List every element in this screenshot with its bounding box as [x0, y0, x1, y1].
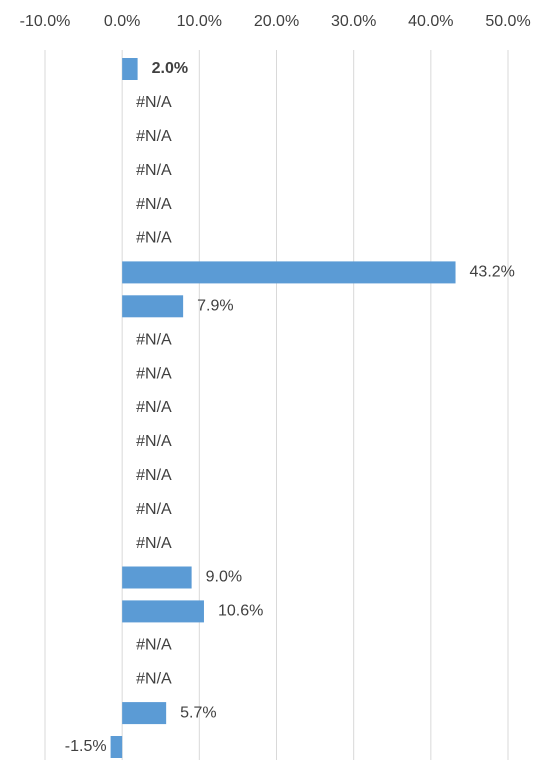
- data-label: #N/A: [136, 670, 172, 687]
- data-label: #N/A: [136, 230, 172, 247]
- data-label: #N/A: [136, 467, 172, 484]
- data-label: #N/A: [136, 501, 172, 518]
- bar: [122, 566, 192, 589]
- bar: [122, 261, 456, 284]
- bar: [122, 58, 138, 80]
- x-tick-label: 10.0%: [177, 13, 222, 30]
- data-label: #N/A: [136, 128, 172, 145]
- x-tick-label: 0.0%: [104, 13, 140, 30]
- x-tick-label: 50.0%: [485, 13, 530, 30]
- x-tick-label: 30.0%: [331, 13, 376, 30]
- data-label: 7.9%: [197, 298, 233, 315]
- data-label: #N/A: [136, 637, 172, 654]
- data-label: 5.7%: [180, 704, 216, 721]
- bar: [122, 702, 167, 725]
- data-label: #N/A: [136, 433, 172, 450]
- data-label: #N/A: [136, 399, 172, 416]
- data-label: #N/A: [136, 196, 172, 213]
- data-label: 2.0%: [152, 60, 188, 77]
- x-tick-label: 40.0%: [408, 13, 453, 30]
- x-tick-label: -10.0%: [20, 13, 71, 30]
- data-label: #N/A: [136, 331, 172, 348]
- bar: [110, 736, 123, 758]
- bar: [122, 295, 184, 318]
- data-label: 9.0%: [206, 569, 242, 586]
- data-label: #N/A: [136, 535, 172, 552]
- data-label: #N/A: [136, 365, 172, 382]
- data-label: #N/A: [136, 162, 172, 179]
- bar: [122, 600, 204, 623]
- data-label: 10.6%: [218, 603, 263, 620]
- data-label: #N/A: [136, 94, 172, 111]
- data-label: -1.5%: [65, 738, 107, 755]
- data-label: 43.2%: [470, 264, 515, 281]
- x-tick-label: 20.0%: [254, 13, 299, 30]
